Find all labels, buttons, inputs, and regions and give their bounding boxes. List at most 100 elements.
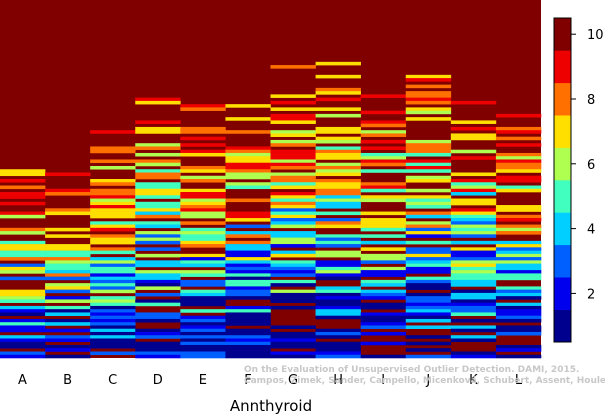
heatmap-cell <box>270 266 316 271</box>
heatmap-cell <box>90 146 136 150</box>
heatmap-cell <box>135 185 181 190</box>
heatmap-cell <box>495 224 542 229</box>
heatmap-cell <box>450 201 497 206</box>
heatmap-cell <box>225 185 271 190</box>
heatmap-cell <box>45 276 91 281</box>
heatmap-cell <box>0 296 46 300</box>
heatmap-cell <box>360 312 407 316</box>
heatmap-cell <box>90 195 136 199</box>
heatmap-cell <box>405 195 452 199</box>
heatmap-cell <box>90 322 136 326</box>
heatmap-cell <box>45 348 91 352</box>
heatmap-cell <box>0 169 46 173</box>
heatmap-cell <box>270 100 316 105</box>
heatmap-cell <box>270 292 316 297</box>
heatmap-cell <box>270 341 316 346</box>
heatmap-cell <box>180 263 226 268</box>
heatmap-cell <box>270 201 316 206</box>
heatmap-cell <box>270 234 316 238</box>
heatmap-cell <box>360 266 407 271</box>
heatmap-cell <box>270 198 316 203</box>
heatmap-cell <box>405 179 452 183</box>
heatmap-cell <box>450 100 497 105</box>
heatmap-cell <box>90 331 136 336</box>
heatmap-cell <box>135 312 181 316</box>
heatmap-cell <box>135 302 181 307</box>
heatmap-cell <box>90 257 136 261</box>
heatmap-cell <box>45 208 91 212</box>
heatmap-cell <box>180 309 226 313</box>
heatmap-cell <box>315 286 361 290</box>
heatmap-cell <box>0 344 46 349</box>
heatmap-cell <box>270 270 316 274</box>
heatmap-cell <box>270 159 316 164</box>
heatmap-cell <box>450 179 497 183</box>
heatmap-cell <box>270 65 316 69</box>
heatmap-cell <box>495 289 542 294</box>
heatmap-cell <box>225 309 271 313</box>
heatmap-cell <box>225 292 271 297</box>
heatmap-cell <box>270 205 316 209</box>
heatmap-cell <box>135 182 181 186</box>
x-tick-label: D <box>153 373 163 388</box>
heatmap-cell <box>45 260 91 264</box>
heatmap-cell <box>450 198 497 203</box>
heatmap-cell <box>405 302 452 307</box>
heatmap-cell <box>135 146 181 150</box>
heatmap-cell <box>450 149 497 154</box>
heatmap-cell <box>315 224 361 229</box>
heatmap-cell <box>225 341 271 346</box>
heatmap-cell <box>495 309 542 313</box>
heatmap-cell <box>180 328 226 333</box>
heatmap-cell <box>405 211 452 216</box>
heatmap-cell <box>180 279 226 284</box>
heatmap-cell <box>450 260 497 264</box>
heatmap-cell <box>135 130 181 134</box>
heatmap-cell <box>225 253 271 258</box>
heatmap-cell <box>315 188 361 193</box>
heatmap-cell <box>405 335 452 339</box>
heatmap-cell <box>135 159 181 164</box>
heatmap-cell <box>225 211 271 216</box>
heatmap-cell <box>360 227 407 232</box>
heatmap-cell <box>0 289 46 294</box>
heatmap-cell <box>180 325 226 329</box>
heatmap-cell <box>0 322 46 326</box>
colorbar-tick-label: 2 <box>587 287 595 302</box>
heatmap-cell <box>270 351 316 356</box>
heatmap-cell <box>450 335 497 339</box>
heatmap-cell <box>270 331 316 336</box>
heatmap-cell <box>0 211 46 216</box>
heatmap-cell <box>135 192 181 196</box>
heatmap-plot <box>0 0 542 359</box>
heatmap-cell <box>450 276 497 281</box>
heatmap-cell <box>45 244 91 248</box>
heatmap-cell <box>90 224 136 229</box>
heatmap-cell <box>0 227 46 232</box>
heatmap-cell <box>135 354 181 359</box>
heatmap-cell <box>405 74 452 79</box>
heatmap-cell <box>270 214 316 219</box>
heatmap-cell <box>495 244 542 248</box>
heatmap-cell <box>0 305 46 310</box>
heatmap-cell <box>405 292 452 297</box>
heatmap-cell <box>90 318 136 323</box>
heatmap-cell <box>405 257 452 261</box>
heatmap-cell <box>180 338 226 343</box>
heatmap-cell <box>360 325 407 329</box>
heatmap-cell <box>45 192 91 196</box>
heatmap-cell <box>135 152 181 157</box>
heatmap-cell <box>450 273 497 277</box>
heatmap-cell <box>315 201 361 206</box>
heatmap-cell <box>360 224 407 229</box>
heatmap-cell <box>450 292 497 297</box>
x-tick-label: C <box>108 373 117 388</box>
heatmap-cell <box>45 299 91 303</box>
heatmap-cell <box>405 240 452 245</box>
heatmap-cell <box>450 328 497 333</box>
colorbar-swatch <box>554 50 571 84</box>
heatmap-cell <box>225 348 271 352</box>
heatmap-cell <box>135 201 181 206</box>
heatmap-cell <box>315 185 361 190</box>
heatmap-cell <box>450 351 497 356</box>
